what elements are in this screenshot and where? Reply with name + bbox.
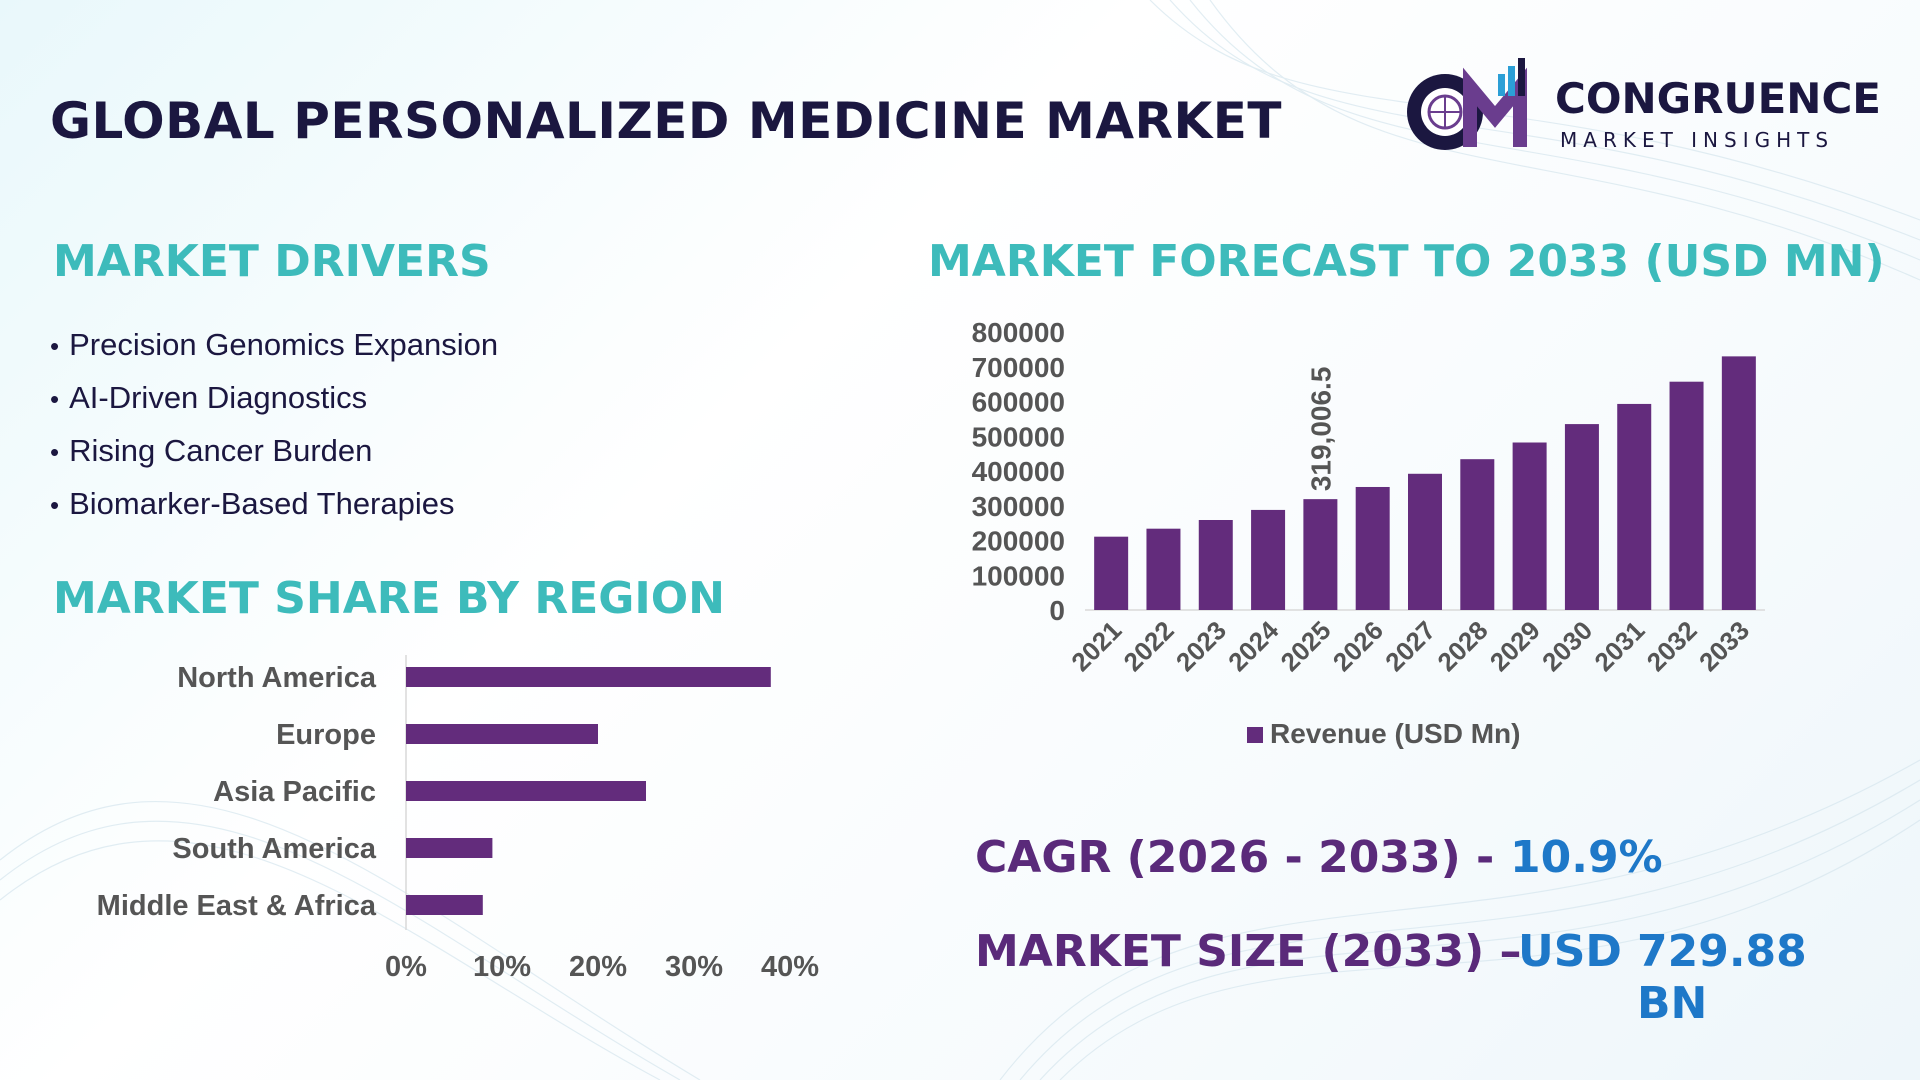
- cm-logo-icon: [1407, 58, 1527, 150]
- x-tick-label: 2021: [1065, 615, 1127, 677]
- x-tick-label: 2032: [1641, 615, 1703, 677]
- data-label: 319,006.5: [1305, 367, 1336, 492]
- market-size-currency: USD: [1518, 926, 1622, 977]
- revenue-bar: [1146, 528, 1181, 610]
- y-tick-label: 300000: [972, 491, 1065, 522]
- page-title: GLOBAL PERSONALIZED MEDICINE MARKET: [50, 92, 1283, 150]
- revenue-bar: [1355, 486, 1390, 610]
- x-tick-label: 2024: [1222, 615, 1284, 677]
- x-tick-label: 2023: [1170, 615, 1232, 677]
- legend-label: Revenue (USD Mn): [1270, 718, 1520, 749]
- logo-subtitle: MARKET INSIGHTS: [1560, 128, 1835, 152]
- region-bar: [406, 781, 646, 801]
- market-size-unit: BN: [1637, 978, 1708, 1029]
- region-share-heading: MARKET SHARE BY REGION: [53, 573, 725, 624]
- region-share-chart: North America Europe Asia Pacific South Ame…: [97, 655, 819, 980]
- revenue-bar: [1198, 519, 1233, 610]
- x-tick-label: 20%: [569, 951, 627, 980]
- driver-item: Precision Genomics Expansion: [50, 318, 498, 371]
- revenue-bar: [1617, 403, 1652, 610]
- market-size-label: MARKET SIZE (2033) –: [975, 926, 1522, 977]
- y-tick-label: 700000: [972, 352, 1065, 383]
- cagr-label: CAGR (2026 - 2033) -: [975, 832, 1495, 883]
- revenue-bar: [1303, 499, 1338, 610]
- revenue-bar: [1094, 536, 1129, 610]
- x-tick-label: 40%: [761, 951, 819, 980]
- x-tick-label: 2028: [1431, 615, 1493, 677]
- revenue-bar: [1669, 381, 1704, 610]
- driver-item: AI-Driven Diagnostics: [50, 371, 498, 424]
- region-bar: [406, 724, 598, 744]
- x-tick-label: 2033: [1693, 615, 1755, 677]
- x-tick-label: 2022: [1118, 615, 1180, 677]
- region-label: South America: [172, 833, 376, 865]
- x-tick-label: 30%: [665, 951, 723, 980]
- x-tick-label: 0%: [385, 951, 427, 980]
- x-tick-label: 2031: [1588, 615, 1650, 677]
- region-bar: [406, 667, 771, 687]
- revenue-bar: [1408, 473, 1442, 610]
- x-tick-label: 2027: [1379, 615, 1441, 677]
- revenue-bar: [1460, 459, 1495, 610]
- x-tick-label: 2029: [1484, 615, 1546, 677]
- revenue-bar: [1721, 356, 1756, 610]
- region-label: Europe: [276, 719, 376, 751]
- region-label: Asia Pacific: [213, 776, 376, 808]
- revenue-bar: [1564, 424, 1599, 610]
- y-tick-label: 800000: [972, 317, 1065, 348]
- forecast-heading: MARKET FORECAST TO 2033 (USD MN): [928, 236, 1885, 287]
- y-tick-label: 400000: [972, 456, 1065, 487]
- driver-item: Rising Cancer Burden: [50, 424, 498, 477]
- region-bar: [406, 895, 483, 915]
- company-logo: CONGRUENCE MARKET INSIGHTS: [1400, 52, 1881, 162]
- x-tick-label: 2026: [1327, 615, 1389, 677]
- revenue-bar: [1251, 509, 1286, 610]
- region-bar: [406, 838, 493, 858]
- y-tick-label: 500000: [972, 421, 1065, 452]
- cagr-value: 10.9%: [1510, 832, 1663, 883]
- y-tick-label: 600000: [972, 387, 1065, 418]
- legend-swatch: [1247, 727, 1263, 743]
- y-tick-label: 200000: [972, 526, 1065, 557]
- region-label: Middle East & Africa: [97, 890, 377, 922]
- x-tick-label: 10%: [473, 951, 531, 980]
- x-tick-label: 2025: [1275, 615, 1337, 677]
- market-drivers-heading: MARKET DRIVERS: [53, 236, 491, 287]
- region-label: North America: [177, 662, 377, 694]
- y-tick-label: 0: [1049, 595, 1065, 626]
- driver-item: Biomarker-Based Therapies: [50, 477, 498, 530]
- y-tick-label: 100000: [972, 560, 1065, 591]
- revenue-bar: [1512, 442, 1547, 610]
- x-tick-label: 2030: [1536, 615, 1598, 677]
- logo-name: CONGRUENCE: [1555, 74, 1881, 123]
- market-size-value: 729.88: [1637, 926, 1807, 977]
- drivers-list: Precision Genomics Expansion AI-Driven D…: [50, 318, 498, 530]
